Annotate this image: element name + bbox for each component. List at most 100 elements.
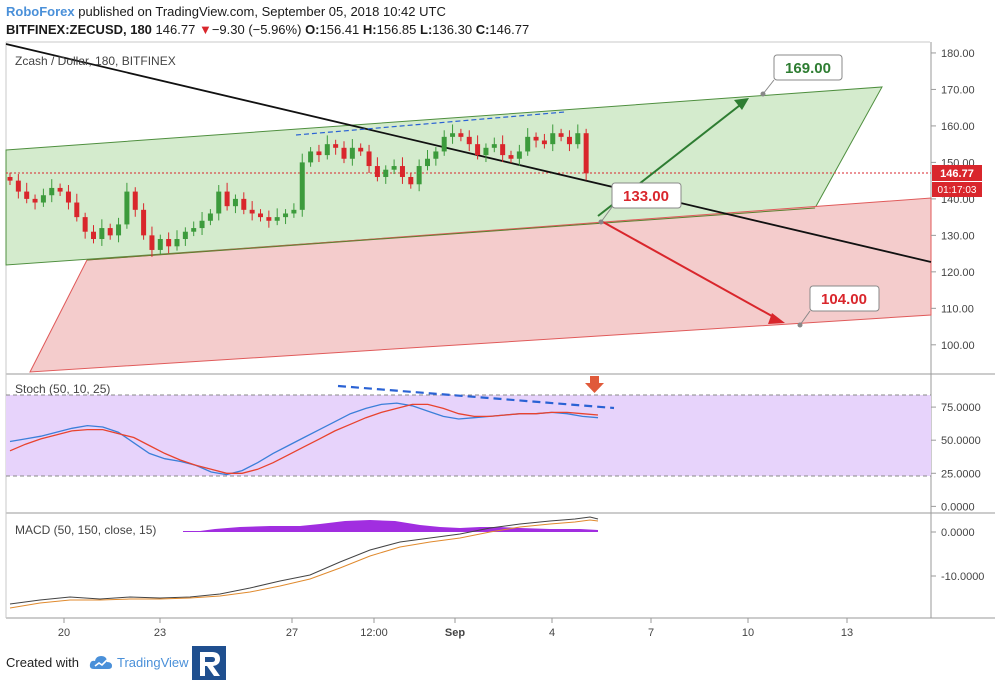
publish-line: RoboForex published on TradingView.com, … bbox=[6, 4, 446, 19]
last-price-badge bbox=[932, 165, 982, 181]
candle-body bbox=[91, 231, 96, 240]
candle-body bbox=[508, 155, 514, 159]
stoch-tick-label: 75.0000 bbox=[941, 402, 981, 414]
price-tick-label: 130.00 bbox=[941, 230, 975, 242]
symbol-label[interactable]: BITFINEX:ZECUSD, 180 bbox=[6, 22, 152, 37]
candles-group bbox=[7, 124, 589, 257]
price-divergence-dashed-line bbox=[295, 111, 566, 136]
price-axis[interactable]: 100.00110.00120.00130.00140.00150.00160.… bbox=[931, 48, 975, 352]
macd-axis[interactable]: 0.0000 -10.0000 bbox=[931, 527, 984, 583]
price-tick-label: 170.00 bbox=[941, 84, 975, 96]
macd-pane[interactable]: MACD (50, 150, close, 15) bbox=[9, 516, 599, 609]
candle-body bbox=[558, 133, 564, 137]
candle-body bbox=[374, 166, 380, 177]
open-value: 156.41 bbox=[319, 22, 360, 37]
time-tick-label: Sep bbox=[445, 627, 465, 639]
candle-body bbox=[366, 151, 372, 167]
candle-body bbox=[149, 235, 155, 250]
candle-body bbox=[249, 209, 255, 214]
candle-body bbox=[416, 166, 422, 185]
brand-name[interactable]: RoboForex bbox=[6, 4, 75, 19]
up-arrow-head bbox=[734, 98, 749, 110]
candle-body bbox=[15, 180, 21, 192]
stoch-tick-label: 50.0000 bbox=[941, 435, 981, 447]
candle-body bbox=[324, 144, 330, 156]
time-axis[interactable]: 20 23 27 12:00 Sep 4 7 10 13 bbox=[58, 618, 853, 639]
candle-body bbox=[32, 198, 38, 203]
level-133-callout[interactable] bbox=[611, 182, 682, 209]
last-price-badge-label: 146.77 bbox=[940, 168, 974, 180]
target-169-callout[interactable] bbox=[773, 54, 843, 81]
candle-body bbox=[316, 151, 322, 156]
candle-body bbox=[433, 151, 439, 159]
candle-body bbox=[516, 151, 522, 159]
candle-body bbox=[99, 228, 105, 240]
candle-body bbox=[483, 147, 489, 156]
candle-body bbox=[283, 213, 289, 218]
chart-area[interactable]: Zcash / Dollar, 180, BITFINEX 169.00 133… bbox=[0, 0, 995, 646]
candle-body bbox=[232, 198, 238, 207]
candle-body bbox=[82, 217, 88, 232]
candle-body bbox=[241, 198, 247, 210]
candle-body bbox=[49, 187, 55, 196]
candle-body bbox=[7, 176, 13, 181]
created-with-label: Created with bbox=[6, 655, 79, 670]
down-projection-arrow bbox=[602, 221, 780, 321]
time-tick-label: 10 bbox=[742, 627, 754, 639]
target-104-callout[interactable] bbox=[809, 285, 880, 312]
down-arrow-head bbox=[768, 313, 785, 324]
macd-title: MACD (50, 150, close, 15) bbox=[15, 523, 156, 537]
candle-body bbox=[583, 133, 589, 174]
low-label: L: bbox=[420, 22, 433, 37]
tradingview-link[interactable]: TradingView bbox=[117, 655, 189, 670]
footer: Created with TradingView bbox=[0, 646, 995, 680]
candle-body bbox=[124, 191, 130, 225]
candle-body bbox=[383, 169, 389, 177]
stoch-axis[interactable]: 0.0000 25.0000 50.0000 75.0000 bbox=[931, 402, 981, 513]
macd-line bbox=[9, 516, 599, 605]
candle-body bbox=[349, 147, 355, 159]
macd-histogram bbox=[183, 520, 598, 532]
candle-body bbox=[24, 191, 30, 199]
candle-body bbox=[199, 220, 205, 229]
macd-tick-label: 0.0000 bbox=[941, 527, 975, 539]
candle-body bbox=[450, 133, 456, 137]
candle-body bbox=[266, 217, 272, 221]
candle-body bbox=[207, 213, 213, 221]
candle-body bbox=[391, 166, 397, 170]
tradingview-cloud-icon[interactable] bbox=[88, 654, 114, 672]
candle-body bbox=[274, 217, 280, 221]
time-tick-label: 23 bbox=[154, 627, 166, 639]
price-change: −9.30 (−5.96%) bbox=[211, 22, 302, 37]
candle-body bbox=[333, 144, 339, 148]
main-pane-title: Zcash / Dollar, 180, BITFINEX bbox=[15, 54, 176, 68]
channel-lower-line bbox=[86, 207, 816, 261]
target-104-label: 104.00 bbox=[821, 291, 867, 308]
candle-body bbox=[182, 231, 188, 240]
candle-body bbox=[107, 228, 113, 236]
stoch-pane[interactable]: Stoch (50, 10, 25) bbox=[6, 376, 931, 477]
price-tick-label: 160.00 bbox=[941, 121, 975, 133]
candle-body bbox=[224, 191, 230, 207]
low-value: 136.30 bbox=[432, 22, 473, 37]
chart-header: RoboForex published on TradingView.com, … bbox=[0, 0, 995, 40]
sell-signal-arrow-icon bbox=[585, 376, 604, 393]
close-value: 146.77 bbox=[489, 22, 530, 37]
candle-body bbox=[132, 191, 138, 210]
candle-body bbox=[358, 147, 364, 152]
stoch-band-fill bbox=[6, 395, 931, 476]
down-arrow-icon: ▼ bbox=[198, 22, 212, 37]
candle-body bbox=[216, 191, 222, 214]
candle-body bbox=[541, 140, 547, 145]
candle-body bbox=[74, 202, 80, 218]
macd-tick-label: -10.0000 bbox=[941, 571, 984, 583]
stoch-d-line bbox=[9, 403, 599, 474]
candle-body bbox=[174, 239, 180, 247]
candle-body bbox=[441, 136, 447, 152]
candle-body bbox=[308, 151, 314, 163]
candle-body bbox=[191, 228, 197, 232]
price-pane[interactable]: Zcash / Dollar, 180, BITFINEX 169.00 133… bbox=[5, 43, 932, 373]
countdown-label: 01:17:03 bbox=[938, 185, 977, 196]
candle-body bbox=[57, 187, 63, 192]
open-label: O: bbox=[305, 22, 320, 37]
